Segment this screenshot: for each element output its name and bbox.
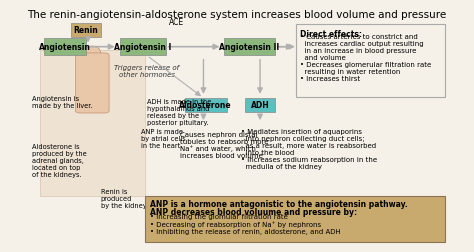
Text: ADH: ADH xyxy=(251,101,269,110)
FancyBboxPatch shape xyxy=(224,39,275,56)
Ellipse shape xyxy=(84,47,100,60)
Text: ANP is made
by atrial cells
in the heart.: ANP is made by atrial cells in the heart… xyxy=(141,129,185,148)
Text: Triggers release of
other hormones: Triggers release of other hormones xyxy=(114,65,179,78)
FancyBboxPatch shape xyxy=(75,54,109,114)
Text: Aldosterone: Aldosterone xyxy=(179,101,232,110)
FancyBboxPatch shape xyxy=(119,39,166,56)
Text: Angiotensin II: Angiotensin II xyxy=(219,43,280,52)
Text: Direct effects:: Direct effects: xyxy=(300,30,362,39)
Text: Angiotensin I: Angiotensin I xyxy=(114,43,171,52)
FancyBboxPatch shape xyxy=(72,24,100,38)
FancyBboxPatch shape xyxy=(246,99,275,112)
Text: ADH is made in the
hypothalamus and
released by the
posterior pituitary.: ADH is made in the hypothalamus and rele… xyxy=(147,99,211,125)
Text: ACE: ACE xyxy=(169,18,184,27)
Text: Renin: Renin xyxy=(73,26,99,35)
Text: Causes nephron distal
tubules to reabsorb more
Na⁺ and water, which
increases bl: Causes nephron distal tubules to reabsor… xyxy=(181,131,269,159)
FancyBboxPatch shape xyxy=(145,196,445,242)
Text: ANP decreases blood voluume and pressure by:: ANP decreases blood voluume and pressure… xyxy=(150,207,357,216)
Text: The renin-angiotensin-aldosterone system increases blood volume and pressure: The renin-angiotensin-aldosterone system… xyxy=(27,10,447,20)
FancyBboxPatch shape xyxy=(40,51,145,196)
Text: • Mediates insertion of aquaporins
  into nephron collecting duct cells;
  as a : • Mediates insertion of aquaporins into … xyxy=(241,129,377,169)
FancyBboxPatch shape xyxy=(184,99,227,112)
Text: Angiotensin: Angiotensin xyxy=(39,43,91,52)
Text: ANP is a hormone antagonistic to the angiotensin pathway.: ANP is a hormone antagonistic to the ang… xyxy=(150,200,408,208)
Text: Angiotensin is
made by the liver.: Angiotensin is made by the liver. xyxy=(32,96,92,109)
Text: Aldosterone is
produced by the
adrenal glands,
located on top
of the kidneys.: Aldosterone is produced by the adrenal g… xyxy=(32,143,86,177)
Text: Renin is
produced
by the kidney.: Renin is produced by the kidney. xyxy=(100,188,147,208)
FancyBboxPatch shape xyxy=(296,25,445,97)
Text: • Increasing the glomular filtration rate
• Decreasing of reabsorption of Na⁺ by: • Increasing the glomular filtration rat… xyxy=(150,213,341,234)
Text: • Causes arteries to constrict and
  increases cardiac output resulting
  in an : • Causes arteries to constrict and incre… xyxy=(300,34,431,82)
FancyBboxPatch shape xyxy=(44,39,86,56)
